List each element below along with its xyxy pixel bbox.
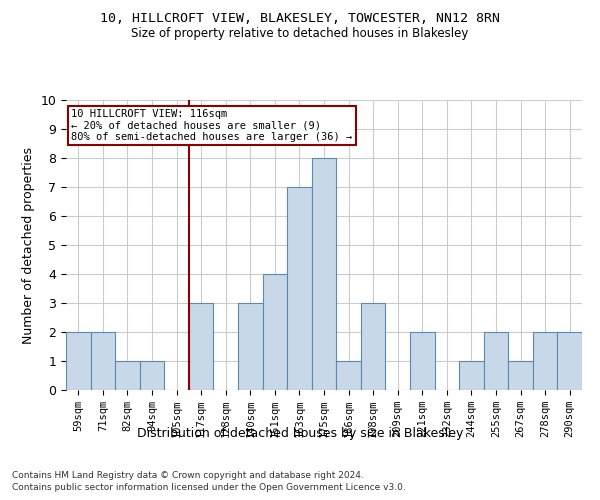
Bar [336, 361, 361, 390]
Bar [533, 332, 557, 390]
Text: Size of property relative to detached houses in Blakesley: Size of property relative to detached ho… [131, 28, 469, 40]
Y-axis label: Number of detached properties: Number of detached properties [22, 146, 35, 344]
Bar [263, 274, 287, 390]
Text: Contains public sector information licensed under the Open Government Licence v3: Contains public sector information licen… [12, 484, 406, 492]
Bar [115, 361, 140, 390]
Bar [140, 361, 164, 390]
Bar [91, 332, 115, 390]
Text: Contains HM Land Registry data © Crown copyright and database right 2024.: Contains HM Land Registry data © Crown c… [12, 471, 364, 480]
Bar [361, 303, 385, 390]
Text: Distribution of detached houses by size in Blakesley: Distribution of detached houses by size … [137, 428, 463, 440]
Bar [287, 187, 312, 390]
Bar [189, 303, 214, 390]
Bar [410, 332, 434, 390]
Text: 10 HILLCROFT VIEW: 116sqm
← 20% of detached houses are smaller (9)
80% of semi-d: 10 HILLCROFT VIEW: 116sqm ← 20% of detac… [71, 108, 352, 142]
Bar [66, 332, 91, 390]
Bar [459, 361, 484, 390]
Text: 10, HILLCROFT VIEW, BLAKESLEY, TOWCESTER, NN12 8RN: 10, HILLCROFT VIEW, BLAKESLEY, TOWCESTER… [100, 12, 500, 26]
Bar [238, 303, 263, 390]
Bar [312, 158, 336, 390]
Bar [557, 332, 582, 390]
Bar [484, 332, 508, 390]
Bar [508, 361, 533, 390]
